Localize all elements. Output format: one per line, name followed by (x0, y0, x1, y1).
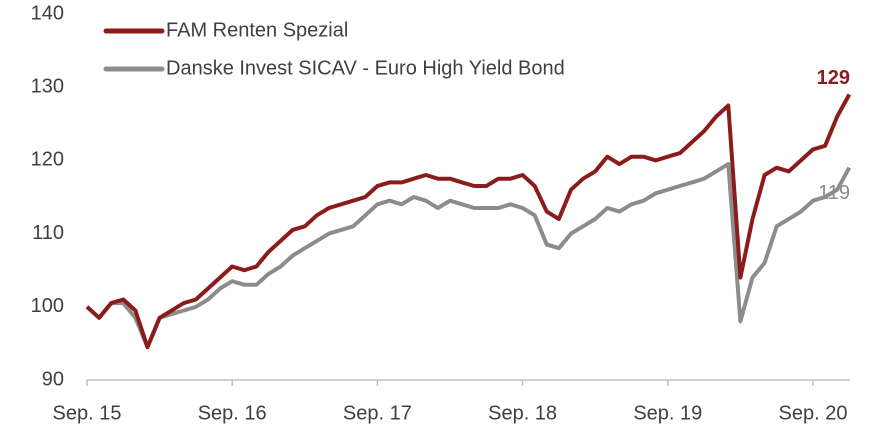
y-tick-label: 130 (31, 75, 64, 97)
legend-label: FAM Renten Spezial (166, 19, 348, 41)
end-label: 119 (818, 182, 850, 204)
x-tick-label: Sep. 16 (198, 402, 267, 424)
series-line (85, 162, 852, 350)
x-tick-label: Sep. 20 (779, 402, 848, 424)
x-tick-label: Sep. 17 (343, 402, 412, 424)
x-tick-label: Sep. 19 (633, 402, 702, 424)
legend-label: Danske Invest SICAV - Euro High Yield Bo… (166, 57, 565, 79)
series-line (85, 93, 852, 350)
y-tick-label: 100 (31, 295, 64, 317)
y-tick-label: 90 (42, 368, 64, 390)
x-tick-label: Sep. 15 (53, 402, 122, 424)
y-tick-label: 120 (31, 149, 64, 171)
x-tick-label: Sep. 18 (488, 402, 557, 424)
y-tick-label: 110 (32, 222, 64, 244)
end-label: 129 (817, 67, 850, 89)
y-tick-label: 140 (31, 2, 64, 24)
